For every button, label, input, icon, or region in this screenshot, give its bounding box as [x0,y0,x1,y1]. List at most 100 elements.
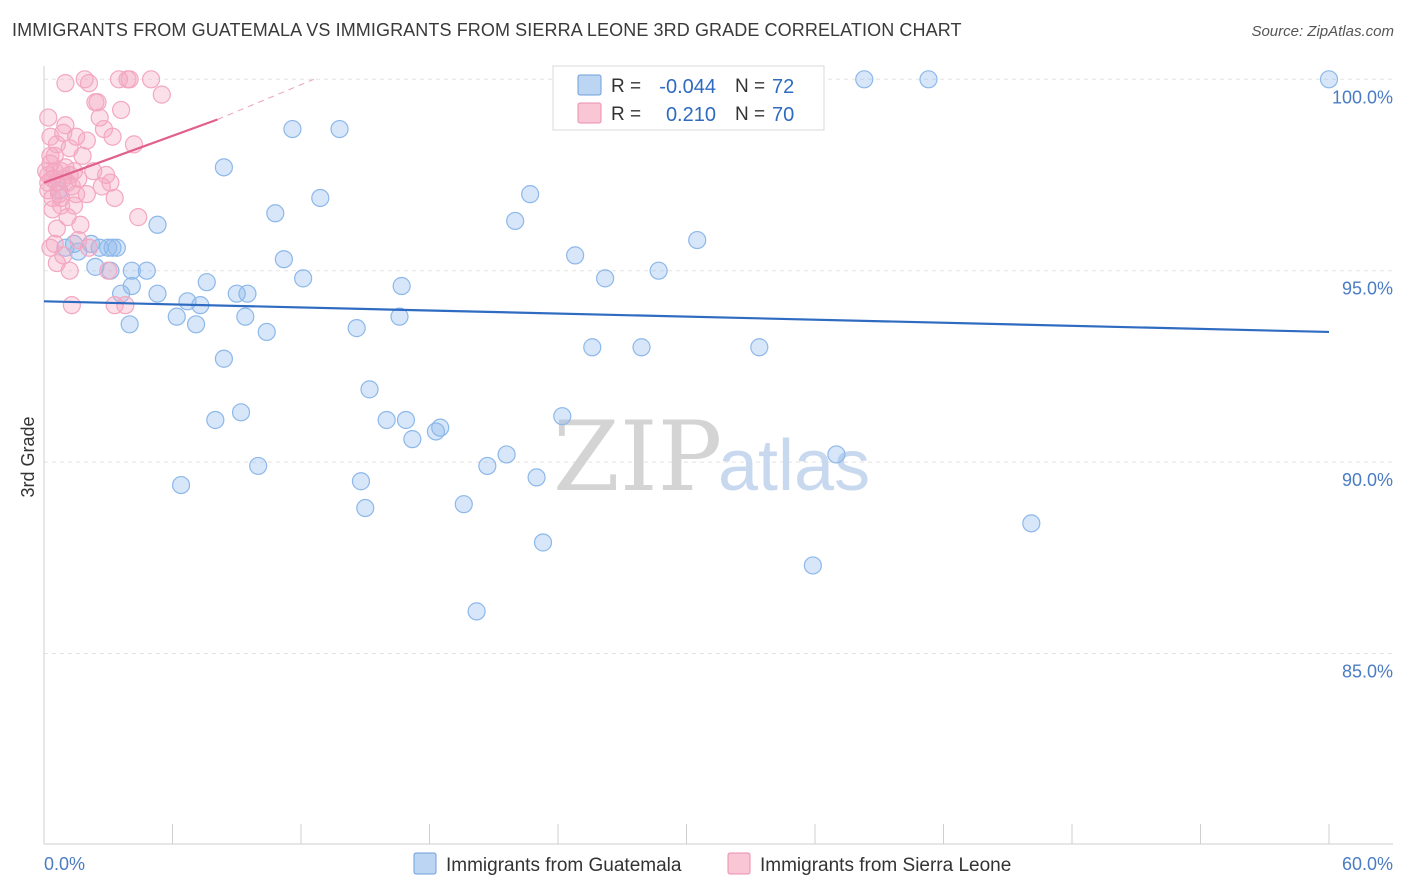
data-point [67,185,86,204]
data-point [236,307,255,326]
y-tick-label: 95.0% [1342,279,1393,299]
data-point [41,127,60,146]
data-point [294,269,313,288]
trend-lines [43,78,1330,334]
data-point [167,307,186,326]
data-point [583,338,602,357]
data-point [238,284,257,303]
data-point [56,74,75,93]
data-point [1022,514,1041,533]
data-point [356,498,375,518]
data-point [467,602,486,621]
data-point [377,410,396,430]
data-point [521,185,540,204]
data-point [274,250,293,269]
gridlines [44,78,1393,654]
data-point [45,146,64,165]
data-point [101,173,120,192]
series-sierra-leone-points [37,70,171,315]
series-legend: Immigrants from Guatemala Immigrants fro… [413,852,1011,876]
data-point [122,276,141,296]
data-point [206,410,225,430]
data-point [79,74,99,93]
data-point [214,349,233,368]
x-tick-label-max: 60.0% [1342,854,1393,874]
data-point [266,204,285,223]
stats-r-value-guatemala: -0.044 [659,76,716,98]
data-point [649,261,668,280]
data-point [129,208,148,227]
data-point [403,430,422,449]
stats-n-label-sierra-leone: N = [735,104,765,125]
data-point [855,70,874,89]
data-point [497,445,516,464]
y-axis-label: 3rd Grade [18,416,38,497]
data-point [77,185,96,204]
data-point [105,296,124,315]
data-point [141,70,161,89]
data-point [283,119,302,139]
data-point [107,238,126,257]
trend-line-sierra-leone [43,118,218,184]
data-points [37,70,1339,621]
x-tick-label-min: 0.0% [44,854,85,874]
data-point [116,296,135,315]
data-point [227,284,246,303]
trend-line-extension-sierra-leone [217,78,315,120]
y-tick-label: 85.0% [1342,662,1393,682]
data-point [596,269,615,288]
data-point [566,246,585,265]
legend-label-sierra-leone: Immigrants from Sierra Leone [760,855,1011,876]
stats-r-value-sierra-leone: 0.210 [666,104,716,126]
data-point [186,315,206,334]
y-tick-label: 90.0% [1342,470,1393,490]
stats-swatch-guatemala [577,74,602,96]
data-point [37,162,56,181]
data-point [148,284,167,303]
trend-line-guatemala [43,300,1330,334]
data-point [111,100,131,120]
data-point [553,407,572,426]
stats-n-value-sierra-leone: 70 [772,104,794,126]
data-point [41,238,60,257]
watermark-atlas: atlas [718,426,870,506]
data-point [73,146,92,165]
data-point [527,468,546,487]
data-point [47,219,66,238]
legend-label-guatemala: Immigrants from Guatemala [446,855,682,876]
y-tick-label: 100.0% [1332,87,1393,107]
data-point [1319,70,1339,89]
series-guatemala-points [49,70,1339,621]
data-point [92,177,111,196]
data-point [122,261,141,280]
data-point [171,475,191,495]
data-point [533,533,553,552]
stats-r-label-guatemala: R = [611,76,641,97]
data-point [454,495,473,514]
data-point [39,108,58,127]
data-point [803,556,822,575]
data-point [214,158,233,177]
data-point [506,211,525,231]
data-point [39,173,58,192]
data-point [152,85,171,104]
watermark-zip: ZIP [553,401,722,513]
data-point [390,307,409,326]
data-point [47,253,66,273]
data-point [77,131,96,150]
data-point [347,319,366,338]
data-point [148,215,167,234]
data-point [249,456,268,476]
data-point [750,338,769,357]
data-point [67,127,86,146]
data-point [231,403,251,422]
data-point [94,119,114,139]
legend-swatch-guatemala [413,852,437,875]
data-point [351,472,371,491]
data-point [86,93,105,112]
data-point [71,215,90,234]
data-point [330,119,349,139]
data-point [632,338,651,357]
data-point [688,230,707,250]
data-point [197,273,216,292]
